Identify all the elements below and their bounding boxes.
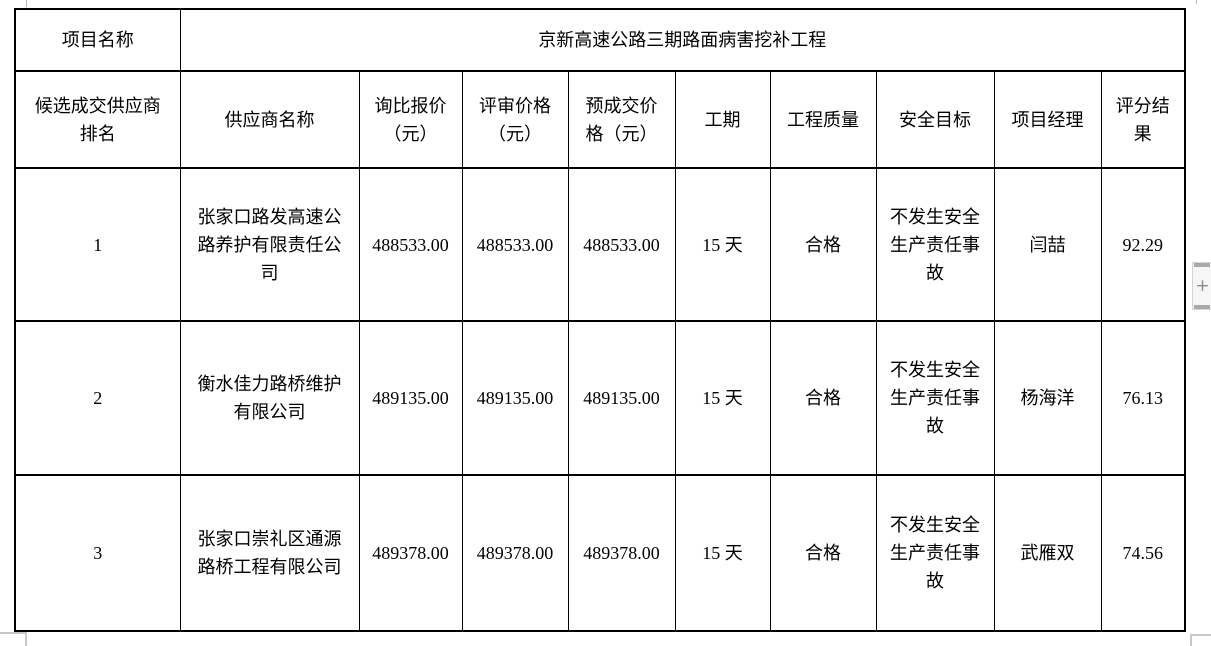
cell-rank: 1 [14, 167, 181, 322]
column-guide-mark-right [1196, 0, 1197, 4]
cell-score: 92.29 [1100, 167, 1186, 322]
project-name-value: 京新高速公路三期路面病害挖补工程 [179, 8, 1186, 72]
project-name-label: 项目名称 [14, 8, 181, 72]
header-candidate-rank: 候选成交供应商排名 [14, 70, 181, 169]
cell-review-price: 489135.00 [461, 320, 569, 476]
bid-evaluation-table: 项目名称 京新高速公路三期路面病害挖补工程 候选成交供应商排名 供应商名称 询比… [14, 8, 1187, 632]
scrollbar-bottom-bar [1194, 305, 1210, 309]
header-safety-target: 安全目标 [875, 70, 995, 169]
cell-rank: 2 [14, 320, 181, 476]
page-fragment-bottom-left [0, 632, 27, 646]
cell-score: 74.56 [1100, 474, 1186, 632]
header-score: 评分结果 [1100, 70, 1186, 169]
cell-safety-target: 不发生安全生产责任事故 [875, 474, 995, 632]
cell-duration: 15 天 [674, 320, 771, 476]
cell-pre-award-price: 488533.00 [567, 167, 676, 322]
cell-rank: 3 [14, 474, 181, 632]
table-header-row: 候选成交供应商排名 供应商名称 询比报价（元） 评审价格（元） 预成交价格（元）… [14, 70, 1186, 169]
cell-inquiry-price: 489135.00 [358, 320, 463, 476]
cell-duration: 15 天 [674, 167, 771, 322]
header-pre-award-price: 预成交价格（元） [567, 70, 676, 169]
table-row: 2 衡水佳力路桥维护有限公司 489135.00 489135.00 48913… [14, 320, 1186, 476]
column-guide-mark-left [26, 0, 27, 7]
cell-review-price: 489378.00 [461, 474, 569, 632]
project-title-row: 项目名称 京新高速公路三期路面病害挖补工程 [14, 8, 1186, 72]
cell-supplier: 衡水佳力路桥维护有限公司 [179, 320, 360, 476]
cell-quality: 合格 [769, 474, 877, 632]
header-review-price: 评审价格（元） [461, 70, 569, 169]
header-inquiry-price: 询比报价（元） [358, 70, 463, 169]
header-project-manager: 项目经理 [993, 70, 1102, 169]
table-row: 3 张家口崇礼区通源路桥工程有限公司 489378.00 489378.00 4… [14, 474, 1186, 632]
vertical-scrollbar[interactable]: + [1192, 262, 1211, 310]
cell-pre-award-price: 489135.00 [567, 320, 676, 476]
cell-manager: 武雁双 [993, 474, 1102, 632]
cell-quality: 合格 [769, 320, 877, 476]
cell-score: 76.13 [1100, 320, 1186, 476]
header-duration: 工期 [674, 70, 771, 169]
scrollbar-top-bar [1194, 263, 1210, 267]
table-row: 1 张家口路发高速公路养护有限责任公司 488533.00 488533.00 … [14, 167, 1186, 322]
plus-icon[interactable]: + [1195, 276, 1210, 296]
page-fragment-bottom-right [1190, 634, 1211, 646]
cell-safety-target: 不发生安全生产责任事故 [875, 167, 995, 322]
cell-manager: 杨海洋 [993, 320, 1102, 476]
header-supplier-name: 供应商名称 [179, 70, 360, 169]
cell-inquiry-price: 489378.00 [358, 474, 463, 632]
cell-duration: 15 天 [674, 474, 771, 632]
cell-pre-award-price: 489378.00 [567, 474, 676, 632]
cell-quality: 合格 [769, 167, 877, 322]
cell-supplier: 张家口崇礼区通源路桥工程有限公司 [179, 474, 360, 632]
cell-review-price: 488533.00 [461, 167, 569, 322]
cell-safety-target: 不发生安全生产责任事故 [875, 320, 995, 476]
cell-supplier: 张家口路发高速公路养护有限责任公司 [179, 167, 360, 322]
header-quality: 工程质量 [769, 70, 877, 169]
cell-manager: 闫喆 [993, 167, 1102, 322]
cell-inquiry-price: 488533.00 [358, 167, 463, 322]
